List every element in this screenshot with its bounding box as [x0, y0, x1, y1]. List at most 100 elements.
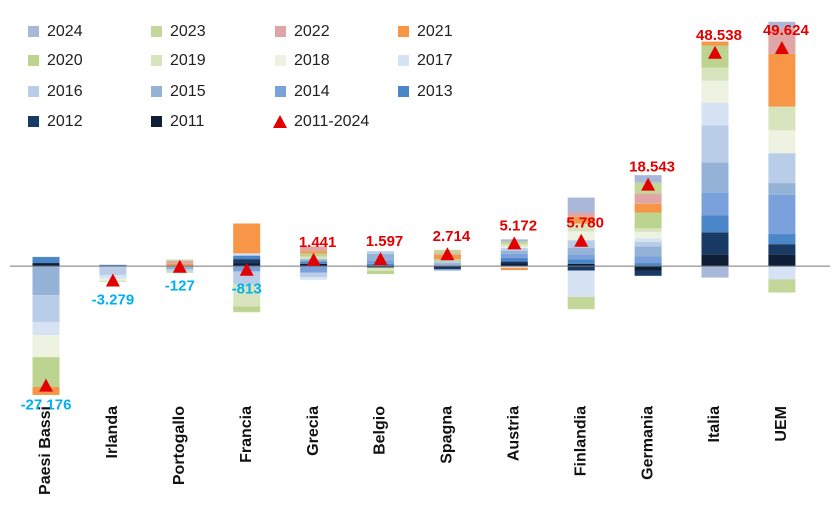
total-marker — [306, 252, 321, 266]
legend-swatch — [275, 86, 286, 97]
legend-label: 2018 — [294, 52, 330, 69]
legend-label: 2015 — [170, 83, 206, 100]
value-label: 18.543 — [629, 159, 675, 176]
bar-segment — [433, 260, 461, 264]
value-label: 1.597 — [366, 233, 404, 250]
legend-swatch — [398, 55, 409, 66]
bar-segment — [567, 263, 595, 267]
total-marker — [507, 236, 522, 250]
value-label: 1.441 — [299, 234, 337, 251]
bar-segment — [768, 106, 796, 131]
bar-segment — [500, 267, 528, 271]
x-tick-label: Irlanda — [104, 406, 121, 459]
legend-label: 2011-2024 — [294, 113, 369, 130]
bar-segment — [433, 263, 461, 267]
x-tick-label: Grecia — [305, 406, 322, 456]
x-tick-label: Paesi Bassi — [37, 406, 54, 495]
legend-swatch — [398, 86, 409, 97]
bar-segment — [300, 277, 328, 280]
legend-swatch — [28, 55, 39, 66]
x-tick-label: Francia — [238, 406, 255, 463]
bar-segment — [567, 216, 595, 224]
x-tick-label: Finlandia — [572, 406, 589, 476]
bar-segment — [701, 232, 729, 255]
bar-segment — [701, 162, 729, 193]
bar-segment — [634, 212, 662, 229]
bar-segment — [701, 192, 729, 216]
total-marker — [574, 233, 589, 247]
bar-segment — [701, 215, 729, 233]
bar-segment — [367, 270, 394, 275]
bar-segment — [634, 203, 662, 213]
bar-segment — [701, 80, 729, 103]
total-marker — [641, 177, 656, 191]
bar-segment — [701, 266, 729, 278]
bar-segment — [701, 254, 729, 267]
bar-segment — [32, 321, 60, 336]
legend-label: 2011 — [170, 113, 205, 130]
legend-label: 2023 — [170, 23, 206, 40]
bar-segment — [433, 266, 461, 268]
x-tick-label: Germania — [639, 406, 656, 480]
bar-segment — [500, 253, 528, 258]
bar-segment — [567, 259, 595, 264]
value-label: 48.538 — [696, 27, 742, 44]
total-marker — [373, 252, 388, 266]
bar-segment — [701, 41, 729, 46]
bar-segment — [701, 125, 729, 163]
bar-segment — [233, 306, 261, 311]
bar-segment — [233, 259, 261, 264]
bar-segment — [233, 284, 261, 307]
total-marker — [39, 378, 53, 392]
bar-segment — [32, 295, 60, 322]
bar-segment — [567, 212, 595, 217]
bar-segment — [300, 272, 328, 278]
legend-swatch — [28, 86, 39, 97]
bar-segment — [768, 254, 796, 267]
bar-segment — [768, 53, 796, 107]
legend-swatch — [151, 86, 162, 97]
bar-segment — [768, 153, 796, 184]
bar-segment — [768, 194, 796, 235]
value-label: 5.780 — [566, 215, 604, 232]
bar-segment — [567, 266, 595, 271]
bar-segment — [768, 130, 796, 154]
legend-marker — [273, 115, 287, 128]
x-tick-label: UEM — [773, 406, 790, 442]
legend-swatch — [275, 55, 286, 66]
value-label: 2.714 — [433, 228, 471, 245]
bar-segment — [500, 257, 528, 262]
value-label: 49.624 — [763, 22, 810, 39]
bar-segment — [233, 271, 261, 285]
legend-label: 2019 — [170, 52, 206, 69]
x-tick-label: Portogallo — [171, 406, 188, 485]
bar-segment — [233, 223, 261, 254]
legend-swatch — [151, 116, 162, 127]
bar-segment — [433, 267, 461, 270]
bar-segment — [300, 266, 328, 273]
legend-label: 2016 — [47, 83, 83, 100]
total-marker — [774, 41, 789, 55]
bar-segment — [567, 296, 595, 310]
bar-segment — [233, 255, 261, 260]
bar-segment — [567, 254, 595, 260]
bar-segment — [634, 256, 662, 264]
bar-segment — [567, 270, 595, 297]
value-label: -813 — [232, 281, 262, 298]
legend-label: 2022 — [294, 23, 330, 40]
bar-segment — [701, 102, 729, 126]
legend-label: 2017 — [417, 52, 453, 69]
total-marker — [239, 262, 254, 276]
legend-swatch — [28, 26, 39, 37]
total-marker — [440, 247, 455, 261]
bar-segment — [500, 266, 528, 268]
bar-segment — [367, 266, 394, 268]
bar-segment — [500, 250, 528, 254]
bar-segment — [634, 193, 662, 204]
bar-segment — [300, 246, 328, 252]
legend-label: 2013 — [417, 83, 453, 100]
bar-segment — [433, 269, 461, 271]
legend-label: 2012 — [47, 113, 83, 130]
bar-segment — [32, 266, 60, 296]
bar-segment — [367, 267, 394, 271]
